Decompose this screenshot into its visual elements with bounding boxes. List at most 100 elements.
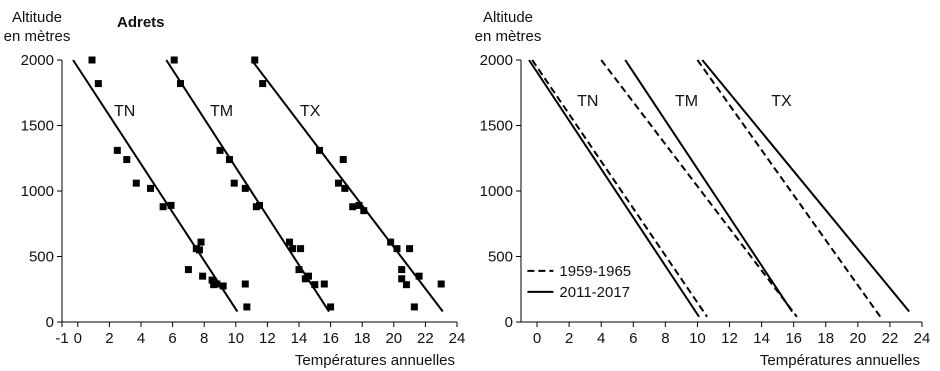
- right-y-tick-label: 500: [488, 249, 513, 266]
- data-point-tx: [335, 180, 342, 187]
- trend-line-tx-solid: [702, 60, 909, 312]
- data-point-tx: [340, 156, 347, 163]
- left-y-tick-label: 1500: [21, 118, 54, 135]
- right-x-tick-label: 8: [661, 330, 669, 347]
- data-point-tm: [297, 245, 304, 252]
- data-point-tm: [217, 147, 224, 154]
- data-point-tm: [289, 245, 296, 252]
- trend-line-tm-solid: [625, 60, 792, 312]
- right-group-labels: TN TM TX: [577, 93, 792, 110]
- right-x-ticks: 0 2 4 6 8 10 12 14 16 18 20 22 24: [533, 322, 930, 347]
- left-x-tick-label: 4: [137, 330, 145, 347]
- data-point-tx: [411, 303, 418, 310]
- data-point-tn: [198, 239, 205, 246]
- legend-label: 2011-2017: [559, 284, 630, 301]
- right-y-tick-label: 0: [505, 314, 513, 331]
- right-y-tick-label: 2000: [480, 52, 513, 69]
- data-point-tn: [185, 266, 192, 273]
- left-x-tick-label: 14: [291, 330, 308, 347]
- left-x-tick-label: 20: [385, 330, 402, 347]
- right-x-tick-label: 16: [785, 330, 802, 347]
- data-point-tm: [231, 180, 238, 187]
- left-y-tick-label: 0: [46, 314, 54, 331]
- right-y-tick-label: 1500: [480, 118, 513, 135]
- data-point-tn: [147, 185, 154, 192]
- data-point-tx: [406, 245, 413, 252]
- right-x-tick-label: 20: [849, 330, 866, 347]
- right-x-tick-label: 6: [629, 330, 637, 347]
- left-x-tick-label: -1: [55, 330, 68, 347]
- data-point-tn: [160, 203, 167, 210]
- right-y-ticks: 0 500 1000 1500 2000: [480, 52, 521, 331]
- data-point-tx: [438, 281, 445, 288]
- right-x-tick-label: 18: [817, 330, 834, 347]
- right-y-tick-label: 1000: [480, 183, 513, 200]
- right-x-axis-label: Températures annuelles: [760, 352, 920, 369]
- group-label-tn: TN: [577, 93, 598, 110]
- data-point-tn: [123, 156, 130, 163]
- data-point-tx: [403, 281, 410, 288]
- data-point-tm: [296, 266, 303, 273]
- data-point-tx: [316, 147, 323, 154]
- legend-label: 1959-1965: [559, 263, 631, 280]
- fit-line-tn: [73, 60, 237, 312]
- data-point-tn: [242, 281, 249, 288]
- left-series-label-tn: TN: [114, 103, 135, 120]
- data-point-tm: [177, 80, 184, 87]
- right-legend: 1959-1965 2011-2017: [527, 263, 631, 301]
- right-x-tick-label: 12: [721, 330, 738, 347]
- data-point-tn: [133, 180, 140, 187]
- data-point-tm: [305, 273, 312, 280]
- left-x-tick-label: 0: [74, 330, 82, 347]
- left-fit-lines: [73, 60, 443, 312]
- group-label-tm: TM: [675, 93, 698, 110]
- left-y-tick-label: 1000: [21, 183, 54, 200]
- left-y-axis-label-line1: Altitude: [12, 9, 62, 26]
- data-point-tx: [398, 266, 405, 273]
- data-point-tm: [311, 281, 318, 288]
- data-point-tx: [259, 80, 266, 87]
- left-x-tick-label: 18: [354, 330, 371, 347]
- data-point-tm: [256, 202, 263, 209]
- data-point-tm: [226, 156, 233, 163]
- data-point-tn: [168, 202, 175, 209]
- left-y-tick-label: 500: [29, 249, 54, 266]
- left-y-axis-label-line2: en mètres: [4, 28, 71, 45]
- left-series-label-tx: TX: [300, 103, 321, 120]
- right-x-tick-label: 4: [597, 330, 605, 347]
- left-x-tick-label: 12: [259, 330, 276, 347]
- right-x-tick-label: 2: [565, 330, 573, 347]
- data-point-tm: [327, 303, 334, 310]
- data-point-tn: [95, 80, 102, 87]
- left-chart-panel: Altitude en mètres Adrets 05001000150020…: [4, 9, 466, 369]
- left-x-tick-label: 10: [227, 330, 244, 347]
- left-chart-title: Adrets: [117, 14, 165, 31]
- data-point-tn: [199, 273, 206, 280]
- left-y-tick-label: 2000: [21, 52, 54, 69]
- data-point-tx: [387, 239, 394, 246]
- right-x-tick-label: 14: [753, 330, 770, 347]
- left-x-tick-label: 6: [168, 330, 176, 347]
- right-x-tick-label: 22: [882, 330, 899, 347]
- left-x-tick-label: 16: [322, 330, 339, 347]
- data-point-tn: [89, 57, 96, 64]
- left-x-tick-label: 24: [449, 330, 466, 347]
- left-y-ticks: 0 500 1000 1500 2000: [21, 52, 62, 331]
- data-point-tm: [321, 281, 328, 288]
- left-x-tick-label: 8: [200, 330, 208, 347]
- left-x-tick-label: 2: [105, 330, 113, 347]
- data-point-tx: [341, 185, 348, 192]
- left-data-points: [89, 57, 445, 311]
- group-label-tx: TX: [771, 93, 792, 110]
- right-x-tick-label: 24: [914, 330, 931, 347]
- right-y-axis-label-line2: en mètres: [475, 28, 542, 45]
- data-point-tm: [171, 57, 178, 64]
- left-series-label-tm: TM: [210, 103, 233, 120]
- data-point-tx: [393, 245, 400, 252]
- data-point-tm: [286, 239, 293, 246]
- data-point-tn: [220, 282, 227, 289]
- data-point-tx: [360, 207, 367, 214]
- data-point-tx: [251, 57, 258, 64]
- data-point-tx: [416, 273, 423, 280]
